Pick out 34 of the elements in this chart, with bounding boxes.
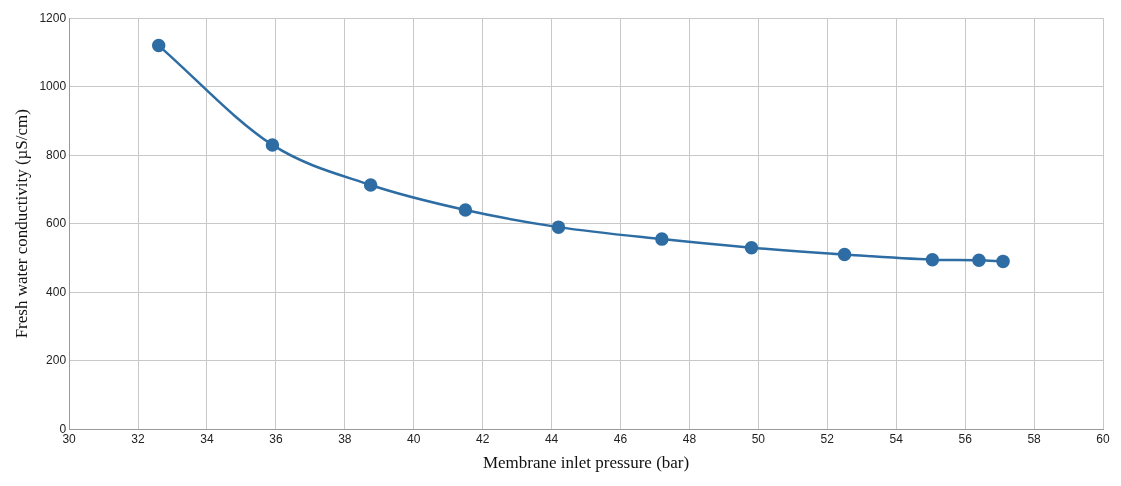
x-tick-label: 36: [269, 431, 283, 446]
x-tick-label: 32: [131, 431, 146, 446]
x-tick-label: 50: [751, 431, 766, 446]
point: [551, 220, 566, 234]
x-tick-label: 34: [200, 431, 214, 446]
x-tick-label: 40: [407, 431, 421, 446]
point: [655, 232, 669, 246]
point: [265, 138, 280, 152]
x-tick-label: 44: [544, 431, 559, 446]
point: [151, 38, 166, 53]
point: [972, 253, 986, 268]
x-tick-label: 46: [613, 431, 628, 446]
x-tick-label: 56: [958, 431, 973, 446]
point: [925, 252, 940, 267]
y-axis-title: Fresh water conductivity (µS/cm): [11, 109, 31, 339]
x-tick-label: 54: [889, 431, 904, 446]
x-axis-title: Membrane inlet pressure (bar): [482, 453, 690, 473]
y-tick-label: 1000: [39, 79, 67, 94]
point: [458, 203, 473, 217]
x-tick-label: 60: [1096, 431, 1110, 446]
point: [744, 240, 759, 255]
point: [996, 254, 1010, 269]
y-tick-label: 600: [46, 216, 67, 231]
y-tick-label: 1200: [39, 10, 67, 25]
point: [837, 247, 852, 262]
x-tick-label: 58: [1027, 431, 1042, 446]
point: [363, 178, 378, 192]
y-tick-label: 800: [46, 147, 67, 162]
x-tick-label: 38: [338, 431, 352, 446]
y-tick-label: 400: [46, 284, 67, 299]
x-tick-label: 52: [820, 431, 835, 446]
y-tick-label: 200: [46, 353, 67, 368]
x-tick-label: 42: [475, 431, 490, 446]
x-tick-label: 48: [682, 431, 697, 446]
